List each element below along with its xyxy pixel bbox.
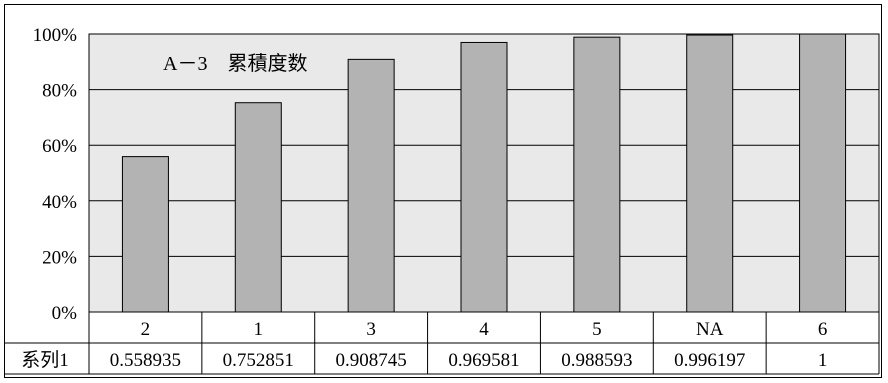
data-value-label: 0.996197: [674, 350, 745, 371]
bar: [234, 102, 282, 313]
y-tick-label: 20%: [42, 247, 77, 268]
y-tick-label: 60%: [42, 136, 77, 157]
data-value-label: 0.752851: [223, 350, 294, 371]
bar: [799, 33, 847, 313]
bar: [573, 36, 621, 313]
bar: [121, 156, 169, 313]
series-name-label: 系列1: [21, 349, 69, 371]
y-axis-tick-labels: 0% 20% 40% 60% 80% 100%: [33, 25, 78, 324]
data-table: 2 1 3 4 5 NA 6 系列1 0.558935 0.752851 0.908745 0.969…: [5, 312, 880, 375]
chart-frame: 0% 20% 40% 60% 80% 100% A－3 累積度数 2 1 3 4 5 NA 6 系列1 0…: [4, 4, 882, 378]
bar-chart: 0% 20% 40% 60% 80% 100% A－3 累積度数 2 1 3 4 5 NA 6 系列1 0…: [5, 25, 880, 375]
y-tick-label: 40%: [42, 192, 77, 213]
data-value-label: 0.988593: [561, 350, 632, 371]
bar: [347, 58, 395, 313]
bar: [686, 34, 734, 313]
x-tick-label: NA: [696, 319, 724, 340]
x-tick-label: 6: [818, 319, 828, 340]
y-tick-label: 80%: [42, 81, 77, 102]
data-value-label: 0.908745: [336, 350, 407, 371]
x-tick-label: 5: [592, 319, 602, 340]
x-tick-label: 2: [141, 319, 151, 340]
y-tick-label: 100%: [33, 25, 78, 46]
data-value-label: 0.558935: [110, 350, 181, 371]
data-value-label: 0.969581: [448, 350, 519, 371]
chart-title: A－3 累積度数: [163, 52, 307, 75]
y-tick-label: 0%: [52, 303, 78, 324]
x-tick-label: 4: [479, 319, 489, 340]
x-tick-label: 1: [254, 319, 264, 340]
bars: [121, 33, 847, 313]
data-value-label: 1: [818, 350, 828, 371]
bar: [460, 41, 508, 313]
x-tick-label: 3: [366, 319, 376, 340]
